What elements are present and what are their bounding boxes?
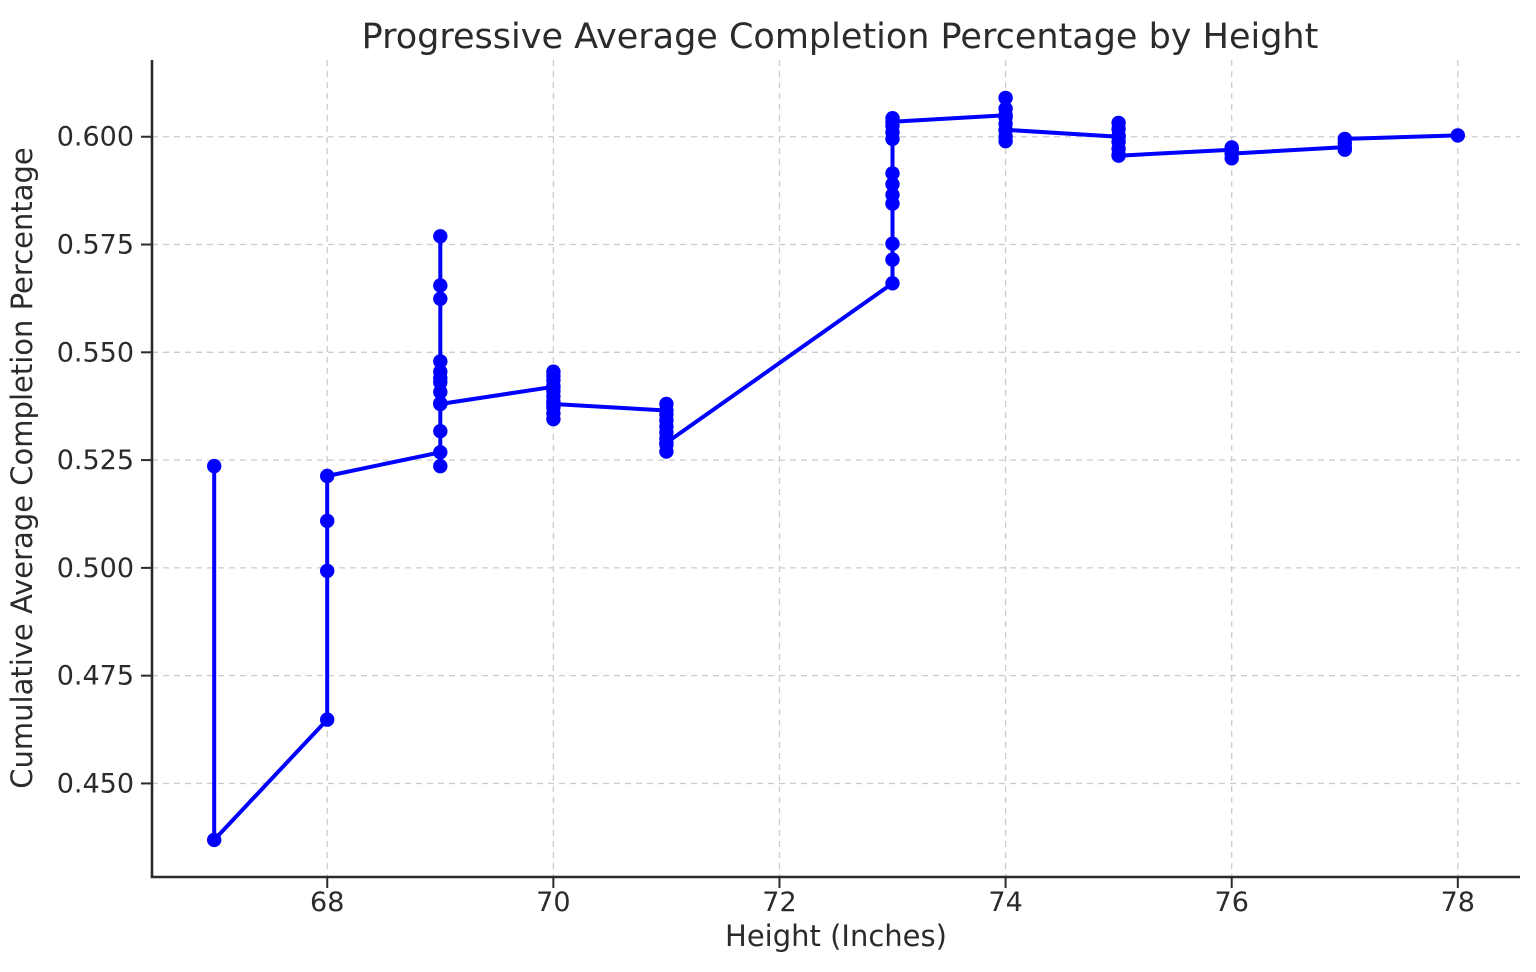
data-point [546, 396, 561, 412]
data-point [433, 229, 448, 244]
x-tick-label: 76 [1215, 887, 1249, 918]
data-point [320, 513, 335, 529]
data-point [998, 90, 1013, 106]
y-tick-label: 0.525 [57, 445, 134, 476]
x-tick-label: 72 [762, 887, 796, 918]
x-tick-label: 70 [536, 887, 570, 918]
data-point [433, 291, 448, 306]
y-tick-label: 0.450 [57, 768, 134, 799]
data-point [885, 177, 900, 192]
axis-layer: 68 70 72 74 76 78 0.450 0.475 0.500 0.525 0.550 0.5… [57, 60, 1520, 918]
data-point [659, 396, 674, 412]
data-point [1111, 148, 1126, 163]
data-point [998, 133, 1013, 149]
data-point [207, 832, 222, 848]
x-tick-label: 74 [988, 887, 1022, 918]
data-point [885, 276, 900, 291]
data-point [433, 384, 448, 400]
x-tick-label: 68 [310, 887, 344, 918]
data-point [433, 364, 448, 379]
data-series-layer [207, 90, 1466, 848]
data-point [659, 435, 674, 450]
data-point [433, 354, 448, 369]
data-point [998, 122, 1013, 137]
x-tick-label: 78 [1441, 887, 1475, 918]
data-point [1450, 128, 1466, 143]
data-point [433, 424, 448, 439]
y-tick-label: 0.550 [57, 337, 134, 368]
data-point [433, 396, 448, 412]
y-tick-label: 0.575 [57, 230, 134, 261]
data-point [885, 114, 900, 129]
y-tick-label: 0.475 [57, 661, 134, 692]
data-point [885, 166, 900, 181]
y-tick-label: 0.500 [57, 553, 134, 584]
data-point [433, 278, 448, 293]
data-point [207, 458, 222, 474]
x-axis-label: Height (Inches) [725, 919, 947, 953]
y-axis-label: Cumulative Average Completion Percentage [5, 147, 39, 789]
data-point [433, 458, 448, 474]
data-point [546, 411, 561, 427]
y-tick-label: 0.600 [57, 122, 134, 153]
data-point [885, 252, 900, 267]
data-point [320, 563, 335, 579]
grid-layer [152, 60, 1520, 877]
data-point [320, 712, 335, 727]
data-point [320, 468, 335, 484]
data-point [885, 187, 900, 203]
data-point [885, 236, 900, 251]
data-point [433, 445, 448, 460]
data-point [1337, 131, 1353, 147]
chart-title: Progressive Average Completion Percentag… [362, 17, 1319, 57]
data-line [212, 95, 1460, 842]
data-point [1224, 146, 1239, 161]
